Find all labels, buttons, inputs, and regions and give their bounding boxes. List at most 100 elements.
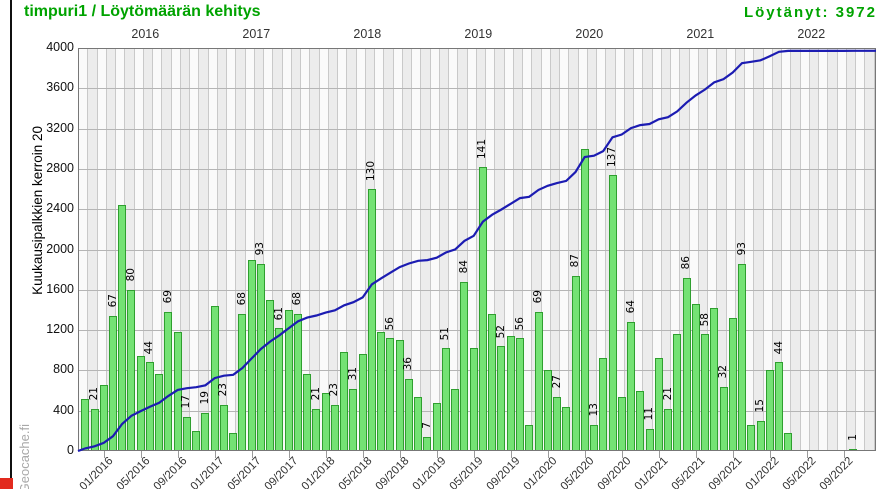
- bar: [109, 316, 117, 451]
- bar-value-label: 80: [124, 268, 137, 282]
- bar: [275, 328, 284, 451]
- x-tick-mark: [547, 451, 549, 458]
- y-tick-label: 3200: [46, 120, 74, 135]
- x-tick-mark: [436, 451, 438, 458]
- bar: [210, 305, 219, 451]
- bar: [710, 307, 719, 451]
- bar: [460, 281, 469, 451]
- bar: [506, 336, 515, 451]
- bar: [136, 356, 145, 451]
- x-tick-mark: [769, 451, 771, 458]
- bar-value-label: 130: [365, 160, 378, 181]
- bar: [321, 392, 330, 451]
- bar: [201, 412, 210, 451]
- x-tick-mark: [732, 451, 734, 458]
- bar: [192, 430, 201, 452]
- x-tick-mark: [510, 451, 512, 458]
- bar: [312, 408, 321, 451]
- bar: [664, 408, 672, 451]
- bar: [738, 263, 746, 451]
- bar: [81, 398, 90, 451]
- bar: [182, 416, 191, 451]
- bar: [145, 362, 154, 451]
- geocache-fi-watermark: Geocache.fi: [17, 424, 32, 489]
- bar: [478, 166, 487, 451]
- bar: [127, 289, 136, 451]
- bar-value-label: 23: [328, 383, 341, 397]
- bar: [617, 396, 626, 451]
- bar: [432, 402, 441, 451]
- bar: [747, 424, 756, 451]
- x-tick-mark: [140, 451, 142, 458]
- bar: [118, 205, 127, 451]
- bar: [293, 314, 302, 451]
- year-label: 2016: [131, 27, 160, 41]
- bar-value-label: 58: [698, 312, 711, 326]
- horizontal-gridline: [78, 209, 876, 211]
- bar: [99, 384, 108, 451]
- bar: [284, 309, 293, 451]
- y-tick-label: 1600: [46, 281, 74, 296]
- bar-value-label: 32: [717, 364, 729, 379]
- bar: [349, 388, 358, 451]
- x-tick-mark: [177, 451, 179, 458]
- y-tick-label: 3600: [46, 80, 74, 95]
- x-tick-mark: [473, 451, 475, 458]
- bar-value-label: 87: [569, 254, 581, 268]
- bar: [90, 408, 99, 451]
- bar-value-label: 84: [457, 260, 470, 274]
- bar: [645, 428, 654, 451]
- bar-value-label: 68: [235, 292, 248, 306]
- bar-value-label: 137: [606, 146, 618, 167]
- bar-value-label: 44: [772, 340, 785, 355]
- x-tick-mark: [251, 451, 253, 458]
- y-tick-label: 2400: [46, 201, 74, 216]
- bar: [553, 396, 561, 451]
- bar-value-label: 11: [643, 407, 655, 421]
- bar-value-label: 64: [624, 300, 637, 314]
- bar: [571, 275, 580, 451]
- bar-value-label: 51: [439, 326, 452, 340]
- horizontal-gridline: [78, 249, 876, 251]
- bar: [303, 374, 312, 451]
- year-label: 2018: [353, 27, 382, 41]
- bar: [562, 406, 571, 451]
- horizontal-gridline: [78, 289, 876, 291]
- y-tick-label: 0: [67, 443, 74, 457]
- bar: [849, 449, 857, 451]
- bar-value-label: 27: [550, 375, 563, 389]
- bar: [441, 348, 450, 451]
- x-tick-mark: [658, 451, 660, 458]
- bar: [469, 348, 478, 451]
- y-tick-label: 1200: [46, 322, 74, 337]
- y-axis-label: Kuukausipalkkien kerroin 20: [30, 126, 45, 295]
- bar: [173, 332, 182, 451]
- horizontal-gridline: [78, 88, 876, 90]
- bar: [451, 388, 460, 451]
- bar: [386, 338, 395, 451]
- bar: [701, 334, 709, 451]
- y-tick-label: 400: [53, 402, 74, 417]
- bar-value-label: 61: [272, 306, 285, 320]
- bar: [654, 358, 663, 451]
- bar: [423, 436, 432, 451]
- bar: [404, 378, 413, 451]
- x-tick-mark: [584, 451, 586, 458]
- bar-value-label: 86: [680, 256, 692, 270]
- bar: [756, 420, 765, 451]
- left-border-line: [10, 0, 12, 489]
- bar: [599, 358, 608, 451]
- x-tick-mark: [806, 451, 808, 458]
- bar: [590, 424, 598, 451]
- red-corner-marker: [0, 478, 13, 489]
- horizontal-gridline: [78, 128, 876, 130]
- x-tick-mark: [362, 451, 364, 458]
- bar: [525, 424, 534, 451]
- x-tick-mark: [288, 451, 290, 458]
- x-tick-mark: [214, 451, 216, 458]
- year-label: 2020: [575, 27, 604, 41]
- year-label: 2017: [242, 27, 271, 41]
- bar: [682, 277, 691, 451]
- bar-value-label: 36: [402, 356, 415, 371]
